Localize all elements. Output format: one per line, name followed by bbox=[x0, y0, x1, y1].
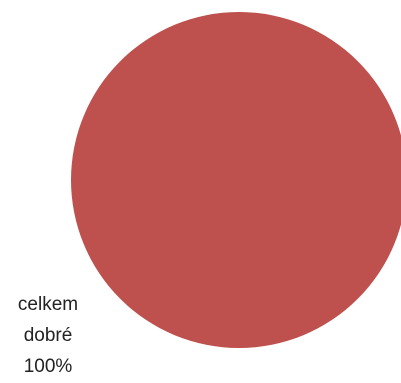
data-label-line-2: dobré bbox=[24, 325, 73, 346]
pie-data-labels: celkem dobré 100% bbox=[18, 294, 78, 377]
data-label-line-3: 100% bbox=[24, 356, 73, 377]
pie-slice-1 bbox=[71, 12, 401, 348]
data-label-line-1: celkem bbox=[18, 294, 78, 315]
pie-slices bbox=[71, 12, 401, 348]
